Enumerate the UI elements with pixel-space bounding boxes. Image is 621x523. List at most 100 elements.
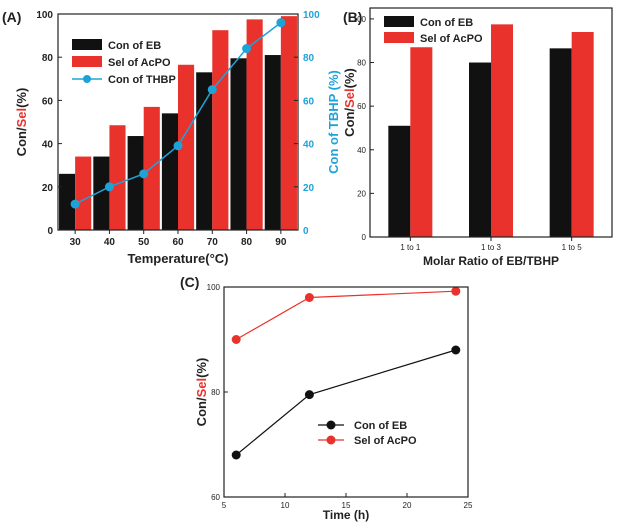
panel-c-point-con-eb — [231, 450, 241, 460]
panel-b-bar-con-eb — [388, 125, 411, 237]
panel-b-x-tick-label: 1 to 5 — [562, 243, 583, 252]
panel-c-y-axis-label: Con/Sel(%) — [194, 358, 209, 427]
panel-a-legend-con-thbp-label: Con of THBP — [108, 74, 176, 86]
panel-a-x-tick-label: 80 — [241, 237, 253, 248]
panel-c-point-sel-acpo — [451, 286, 461, 296]
panel-a-point-con-tbhp — [70, 199, 80, 209]
panel-a-x-tick-label: 30 — [70, 237, 82, 248]
panel-c-legend-sel-acpo-label: Sel of AcPO — [354, 435, 417, 447]
panel-c-x-axis-label: Time (h) — [323, 508, 369, 522]
panel-a-y-label-part3: (%) — [14, 88, 29, 108]
panel-b-bar-sel-acpo — [491, 24, 513, 237]
panel-c-line-con-eb — [235, 349, 456, 456]
panel-a-bar-con-eb — [93, 156, 110, 230]
panel-c-x-tick-label: 25 — [464, 501, 473, 510]
panel-a-x-tick-label: 50 — [138, 237, 150, 248]
panel-c-point-sel-acpo — [231, 335, 241, 344]
panel-c-line-sel-acpo — [235, 290, 456, 341]
panel-b-y-axis-label: Con/Sel(%) — [342, 68, 357, 137]
panel-b-y-tick-label: 80 — [357, 59, 366, 68]
panel-b-x-axis-label: Molar Ratio of EB/TBHP — [423, 254, 559, 268]
panel-a-bar-con-eb — [230, 58, 247, 230]
panel-a-point-con-tbhp — [207, 85, 217, 95]
panel-a-y-axis-label: Con/Sel(%) — [14, 88, 29, 157]
panel-a-y-label-part1: Con/ — [14, 127, 29, 156]
panel-a-y-tick-label: 100 — [36, 10, 53, 21]
panel-a-y2-tick-label: 0 — [303, 226, 309, 237]
panel-c-legend-sel-acpo-swatch-marker — [326, 435, 336, 445]
panel-c-x-tick-label: 5 — [222, 501, 227, 510]
panel-c-plot-frame — [223, 286, 469, 498]
panel-a-y-tick-label: 60 — [42, 96, 54, 107]
panel-a-x-axis-label: Temperature(°C) — [127, 251, 228, 266]
panel-b-y-label-part1: Con/ — [342, 108, 357, 137]
panel-b-label: (B) — [343, 9, 362, 25]
panel-a-point-con-tbhp — [276, 18, 286, 28]
panel-c-y-tick-label: 60 — [211, 493, 220, 502]
panel-a-legend-con-thbp-swatch-marker — [83, 75, 91, 83]
panel-b-y-label-part3: (%) — [342, 68, 357, 88]
panel-c-y-tick-label: 80 — [211, 388, 220, 397]
panel-b-y-tick-label: 0 — [362, 233, 367, 242]
panel-a-y2-axis-label: Con of TBHP (%) — [326, 70, 341, 174]
panel-b-x-tick-label: 1 to 3 — [481, 243, 502, 252]
panel-a-bar-con-eb — [59, 173, 76, 230]
panel-c-y-tick-label: 100 — [207, 283, 221, 292]
panel-a-bar-sel-acpo — [280, 16, 297, 230]
panel-b-legend-sel-acpo-label: Sel of AcPO — [420, 33, 483, 45]
panel-b-y-label-part2: Sel — [342, 88, 357, 108]
panel-a-bar-sel-acpo — [212, 30, 229, 231]
panel-b-y-tick-label: 60 — [357, 102, 366, 111]
panel-c-y-label-part2: Sel — [194, 378, 209, 398]
panel-b-x-tick-label: 1 to 1 — [400, 243, 421, 252]
panel-c-x-tick-label: 20 — [403, 501, 412, 510]
panel-a-point-con-tbhp — [104, 182, 114, 192]
panel-b-legend-con-eb-swatch — [384, 16, 414, 27]
panel-a-bar-con-eb — [196, 72, 213, 230]
panel-a-bar-con-eb — [264, 55, 281, 230]
panel-c-x-tick-label: 10 — [281, 501, 290, 510]
panel-c-point-sel-acpo — [304, 293, 314, 302]
panel-a-x-tick-label: 70 — [207, 237, 219, 248]
panel-c-label: (C) — [180, 274, 199, 290]
panel-a-bar-sel-acpo — [178, 64, 195, 230]
panel-a-bar-sel-acpo — [246, 19, 263, 231]
panel-b-y-tick-label: 100 — [353, 15, 367, 24]
panel-a-x-tick-label: 60 — [172, 237, 184, 248]
panel-a-point-con-tbhp — [242, 44, 252, 54]
panel-a-bar-sel-acpo — [109, 125, 126, 230]
panel-c-y-label-part1: Con/ — [194, 397, 209, 426]
panel-c-point-con-eb — [304, 390, 314, 400]
panel-a-y2-tick-label: 80 — [303, 53, 315, 64]
panel-a-legend-sel-acpo-swatch — [72, 56, 102, 67]
panel-a-bar-sel-acpo — [75, 156, 92, 230]
panel-c-legend-con-eb-label: Con of EB — [354, 420, 407, 432]
panel-c-point-con-eb — [451, 345, 461, 355]
panel-a-y2-tick-label: 20 — [303, 183, 315, 194]
panel-b-bar-con-eb — [549, 48, 572, 237]
panel-b-bar-sel-acpo — [410, 47, 433, 237]
panel-b-plot-frame — [369, 7, 613, 238]
panel-a-y-tick-label: 20 — [42, 183, 54, 194]
panel-a-legend-con-eb-label: Con of EB — [108, 40, 161, 52]
panel-a-y2-tick-label: 100 — [303, 10, 320, 21]
panel-a-x-tick-label: 90 — [275, 237, 287, 248]
panel-b-y-tick-label: 40 — [357, 146, 366, 155]
panel-a-bar-con-eb — [127, 136, 144, 230]
panel-a-y-tick-label: 0 — [47, 226, 53, 237]
panel-a-y-tick-label: 40 — [42, 140, 54, 151]
panel-a-y-label-part2: Sel — [14, 108, 29, 128]
panel-a-y2-tick-label: 40 — [303, 140, 315, 151]
panel-c-legend-con-eb-swatch-marker — [326, 420, 336, 430]
panel-a-bar-con-eb — [161, 113, 178, 230]
panel-b-bar-con-eb — [469, 62, 491, 238]
panel-b-y-tick-label: 20 — [357, 189, 366, 198]
panel-a-point-con-tbhp — [139, 169, 149, 179]
panel-b-legend-con-eb-label: Con of EB — [420, 17, 473, 29]
panel-a-x-tick-label: 40 — [104, 237, 116, 248]
panel-a-point-con-tbhp — [173, 141, 183, 151]
panel-a-label: (A) — [2, 9, 21, 25]
panel-b-bar-sel-acpo — [571, 31, 594, 237]
panel-a-y2-tick-label: 60 — [303, 96, 315, 107]
